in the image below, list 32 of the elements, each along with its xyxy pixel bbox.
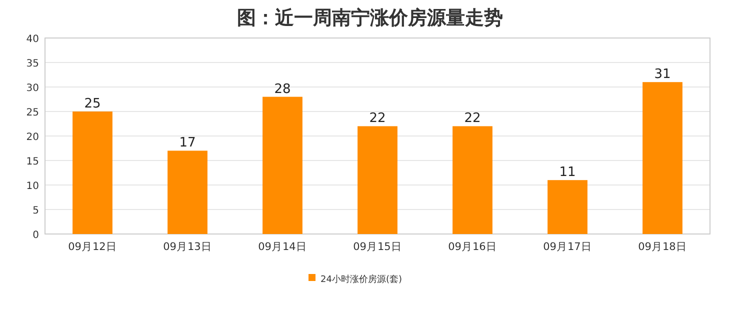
x-tick-label: 09月13日 <box>163 241 212 253</box>
chart-title: 图：近一周南宁涨价房源量走势 <box>237 7 503 29</box>
x-tick-label: 09月16日 <box>448 241 497 253</box>
data-label: 11 <box>559 165 576 180</box>
data-label: 28 <box>274 82 291 97</box>
y-tick-label: 10 <box>26 181 39 192</box>
y-tick-label: 30 <box>26 83 39 94</box>
bar <box>358 126 398 234</box>
y-tick-label: 0 <box>32 230 39 241</box>
legend-label: 24小时涨价房源(套) <box>320 274 402 285</box>
data-label: 25 <box>84 96 101 112</box>
data-label: 22 <box>464 111 481 126</box>
data-label: 17 <box>179 136 196 151</box>
x-tick-label: 09月14日 <box>258 241 307 253</box>
x-tick-label: 09月15日 <box>353 241 402 253</box>
bar <box>72 112 112 234</box>
bar <box>262 96 302 234</box>
y-tick-label: 40 <box>26 34 39 45</box>
x-tick-label: 09月18日 <box>638 241 687 253</box>
y-tick-label: 25 <box>26 108 39 118</box>
y-tick-label: 5 <box>32 206 39 216</box>
bar <box>642 82 682 234</box>
bar <box>452 126 492 234</box>
x-tick-label: 09月12日 <box>68 241 117 253</box>
x-tick-label: 09月17日 <box>543 241 592 253</box>
y-tick-label: 15 <box>26 156 39 168</box>
data-label: 22 <box>369 111 386 126</box>
bar <box>168 150 208 234</box>
y-tick-label: 20 <box>26 132 39 143</box>
y-tick-label: 35 <box>26 58 39 70</box>
bar <box>548 180 588 234</box>
data-label: 31 <box>654 67 671 82</box>
